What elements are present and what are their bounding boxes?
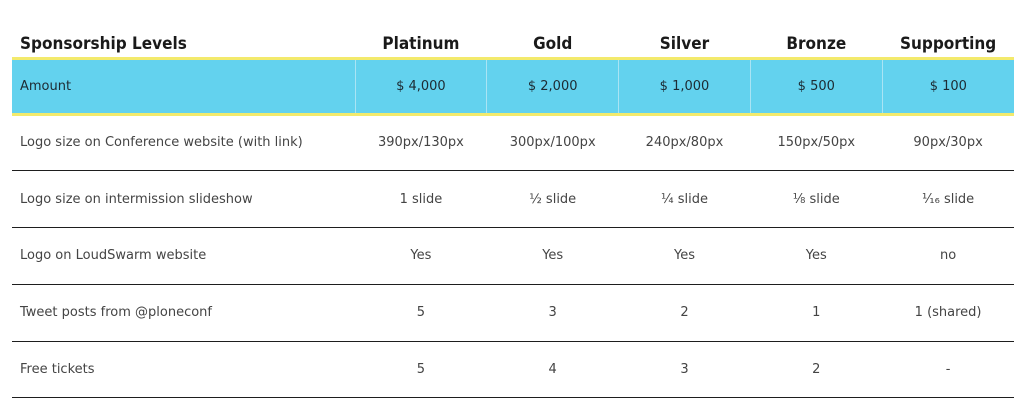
cell-platinum: Yes	[355, 227, 487, 285]
header-row: Sponsorship Levels Platinum Gold Silver …	[12, 28, 1014, 60]
header-level-gold: Gold	[486, 28, 619, 60]
cell-bronze: Yes	[750, 227, 883, 285]
cell-supporting: no	[882, 227, 1014, 285]
cell-platinum: 5	[355, 284, 487, 342]
table-row-slideshow-logo: Logo size on intermission slideshow 1 sl…	[12, 170, 1014, 229]
header-label: Sponsorship Levels	[12, 28, 355, 60]
row-label: Logo size on Conference website (with li…	[12, 114, 355, 172]
cell-platinum: 390px/130px	[355, 114, 487, 172]
cell-silver: 2	[618, 284, 751, 342]
cell-bronze: 150px/50px	[750, 114, 883, 172]
cell-gold: Yes	[486, 227, 619, 285]
amount-bronze: $ 500	[750, 58, 883, 116]
table-row-loudswarm-logo: Logo on LoudSwarm website Yes Yes Yes Ye…	[12, 227, 1014, 285]
amount-label: Amount	[12, 58, 356, 116]
cell-bronze: 2	[750, 341, 883, 399]
cell-platinum: 5	[355, 341, 487, 399]
cell-supporting: 1 (shared)	[882, 284, 1014, 342]
cell-silver: ¼ slide	[618, 170, 751, 229]
cell-platinum: 1 slide	[355, 170, 487, 229]
cell-gold: 3	[486, 284, 619, 342]
sponsorship-table-container: Sponsorship Levels Platinum Gold Silver …	[12, 28, 1014, 399]
amount-gold: $ 2,000	[486, 58, 620, 116]
table-row-tweet-posts: Tweet posts from @ploneconf 5 3 2 1 1 (s…	[12, 284, 1014, 342]
cell-supporting: 90px/30px	[882, 114, 1014, 172]
cell-gold: 4	[486, 341, 619, 399]
table-row-free-tickets: Free tickets 5 4 3 2 -	[12, 341, 1014, 399]
cell-silver: Yes	[618, 227, 751, 285]
cell-bronze: 1	[750, 284, 883, 342]
cell-supporting: -	[882, 341, 1014, 399]
amount-row: Amount $ 4,000 $ 2,000 $ 1,000 $ 500 $ 1…	[12, 58, 1014, 116]
cell-gold: 300px/100px	[486, 114, 619, 172]
cell-silver: 3	[618, 341, 751, 399]
amount-silver: $ 1,000	[618, 58, 751, 116]
cell-supporting: ¹⁄₁₆ slide	[882, 170, 1014, 229]
amount-platinum: $ 4,000	[355, 58, 488, 116]
row-label: Logo size on intermission slideshow	[12, 170, 355, 229]
cell-bronze: ⅛ slide	[750, 170, 883, 229]
row-label: Free tickets	[12, 341, 355, 399]
header-level-silver: Silver	[618, 28, 751, 60]
header-level-supporting: Supporting	[882, 28, 1014, 60]
header-level-bronze: Bronze	[750, 28, 883, 60]
header-level-platinum: Platinum	[355, 28, 487, 60]
amount-supporting: $ 100	[882, 58, 1014, 116]
table-row-website-logo: Logo size on Conference website (with li…	[12, 114, 1014, 172]
row-label: Logo on LoudSwarm website	[12, 227, 355, 285]
cell-silver: 240px/80px	[618, 114, 751, 172]
row-label: Tweet posts from @ploneconf	[12, 284, 355, 342]
cell-gold: ½ slide	[486, 170, 619, 229]
sponsorship-levels-table: Sponsorship Levels Platinum Gold Silver …	[12, 28, 1014, 399]
